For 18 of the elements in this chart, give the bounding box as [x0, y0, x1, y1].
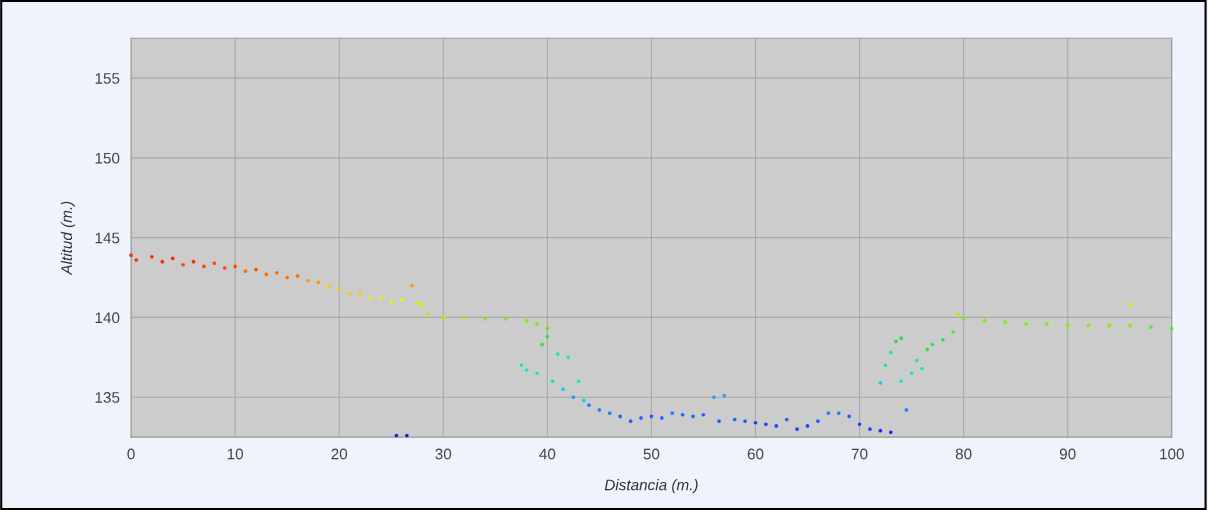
y-tick-label: 155	[95, 73, 120, 84]
x-tick-label: 40	[539, 448, 556, 460]
y-tick-label: 145	[95, 232, 120, 244]
x-tick-label: 100	[1160, 448, 1184, 460]
y-axis-title: Altitud (m.)	[60, 201, 76, 276]
y-tick-label: 135	[95, 392, 120, 403]
x-tick-label: 10	[227, 448, 244, 460]
x-tick-label: 60	[747, 448, 764, 460]
x-tick-label: 20	[331, 448, 348, 460]
y-tick-label: 150	[95, 152, 120, 164]
y-tick-label: 140	[95, 312, 120, 324]
x-tick-label: 70	[851, 448, 868, 460]
x-tick-label: 0	[127, 448, 135, 460]
x-tick-label: 30	[435, 448, 452, 460]
x-tick-label: 90	[1059, 448, 1076, 460]
x-tick-label: 50	[643, 448, 660, 460]
x-tick-label: 80	[955, 448, 972, 460]
x-axis-title: Distancia (m.)	[604, 479, 698, 494]
